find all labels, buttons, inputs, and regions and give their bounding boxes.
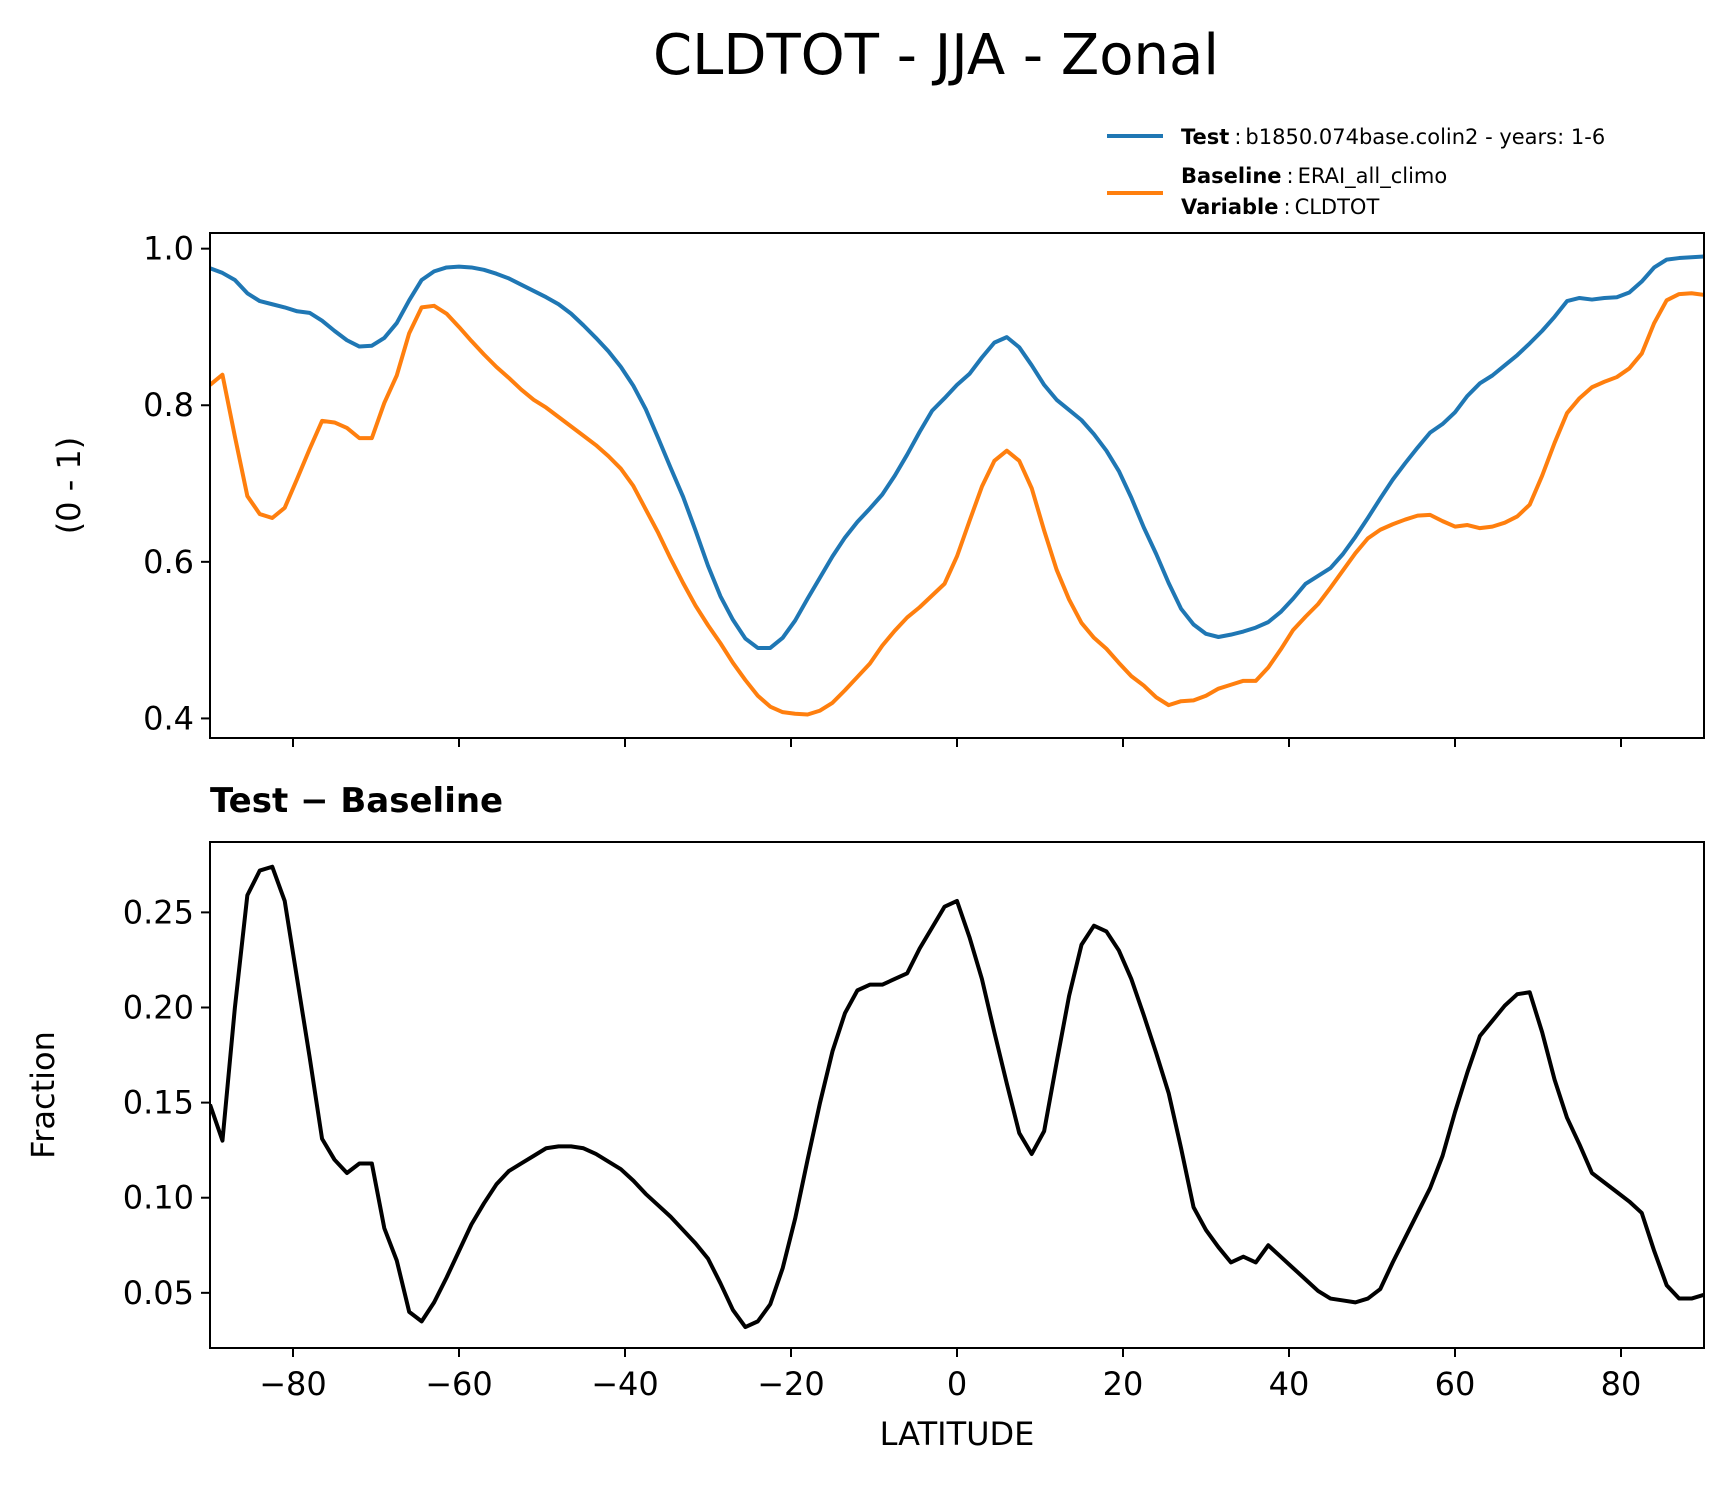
bottom-x-tick-label: −60 <box>425 1365 493 1403</box>
bottom-y-tick-label: 0.10 <box>123 1179 194 1217</box>
legend-variable-entry: Variable: CLDTOT <box>1181 195 1379 219</box>
bottom-y-tick-label: 0.20 <box>123 988 194 1026</box>
bottom-x-tick-label: −40 <box>591 1365 659 1403</box>
top-y-tick-label: 0.4 <box>143 699 194 737</box>
bottom-y-tick-label: 0.25 <box>123 893 194 931</box>
test-series-line <box>210 254 1704 650</box>
top-axes: 0.4 0.6 0.8 1.0 (0 - 1) <box>50 230 1705 747</box>
bottom-x-axis-label: LATITUDE <box>880 1415 1035 1453</box>
bottom-frame <box>209 841 1705 1349</box>
legend-variable-label: Variable <box>1181 195 1278 219</box>
legend-test-value: b1850.074base.colin2 - years: 1-6 <box>1245 125 1605 149</box>
legend-variable-sep: : <box>1283 195 1290 219</box>
legend-variable-value: CLDTOT <box>1295 195 1380 219</box>
legend-baseline-sep: : <box>1287 164 1294 188</box>
bottom-axes: 0.05 0.10 0.15 0.20 0.25 −80 −60 −40 −20 0 20 40 60 8… <box>24 841 1705 1453</box>
bottom-y-axis-label: Fraction <box>24 1031 62 1159</box>
legend-baseline-entry: Baseline: ERAI_all_climo <box>1181 164 1447 189</box>
bottom-x-tick-label: −80 <box>259 1365 327 1403</box>
figure-title: CLDTOT - JJA - Zonal <box>653 23 1219 88</box>
bottom-x-tick-label: 40 <box>1269 1365 1310 1403</box>
bottom-x-tick-label: 20 <box>1103 1365 1144 1403</box>
top-frame <box>209 232 1705 739</box>
top-y-axis-label: (0 - 1) <box>50 437 88 535</box>
top-y-tick-label: 0.8 <box>143 386 194 424</box>
bottom-x-tick-label: 0 <box>947 1365 967 1403</box>
bottom-x-tick-label: 80 <box>1601 1365 1642 1403</box>
legend-test-sep: : <box>1234 125 1241 149</box>
top-y-tick-label: 0.6 <box>143 543 194 581</box>
legend-baseline-value: ERAI_all_climo <box>1298 164 1448 189</box>
bottom-x-tick-label: 60 <box>1435 1365 1476 1403</box>
bottom-y-tick-label: 0.05 <box>123 1274 194 1312</box>
legend-test-entry: Test: b1850.074base.colin2 - years: 1-6 <box>1181 125 1605 149</box>
bottom-x-tick-label: −20 <box>757 1365 825 1403</box>
legend-test-label: Test <box>1181 125 1229 149</box>
baseline-series-line <box>210 291 1704 717</box>
legend: Test: b1850.074base.colin2 - years: 1-6 B… <box>1107 125 1605 219</box>
difference-series-line <box>210 864 1704 1330</box>
top-y-tick-label: 1.0 <box>143 230 194 268</box>
legend-baseline-label: Baseline <box>1181 164 1282 188</box>
difference-subtitle: Test − Baseline <box>210 781 503 821</box>
bottom-y-tick-label: 0.15 <box>123 1084 194 1122</box>
